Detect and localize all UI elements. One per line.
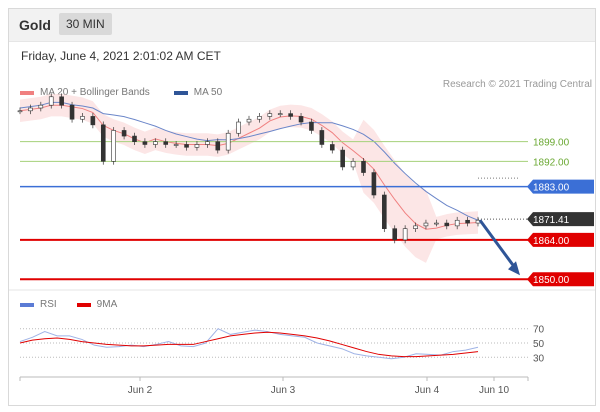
rsi-level-label: 30 [533,353,545,364]
level-box-1871.41 [527,212,594,227]
candle-body [163,141,169,145]
x-tick-label: Jun 2 [128,385,153,396]
x-tick-label: Jun 10 [479,385,509,396]
candle-body [340,149,345,168]
level-label-1899.00: 1899.00 [533,138,570,149]
candle-body [257,116,262,120]
level-label-1850.00: 1850.00 [533,275,570,286]
candle-body [205,141,210,145]
level-box-1864.00 [527,232,594,247]
candle-body [288,113,293,117]
candle-body [329,144,335,151]
candle-body [48,96,54,106]
candle-body [90,116,96,126]
rsi-legend: RSI 9MA [20,299,117,310]
candle-body [38,104,44,109]
candle-body [465,219,470,224]
rsi-level-label: 70 [533,325,545,336]
candle-body [69,104,75,120]
candle-body [132,135,137,142]
timeframe-button[interactable]: 30 MIN [59,13,112,35]
candle-body [319,130,325,145]
candle-body [392,228,398,241]
instrument-title: Gold [19,17,51,33]
level-label-1864.00: 1864.00 [533,236,570,247]
timestamp: Friday, June 4, 2021 2:01:02 AM CET [21,49,221,63]
chart-header: Gold 30 MIN [9,9,595,42]
ma20-legend-swatch [20,90,34,95]
main-legend: MA 20 + Bollinger Bands MA 50 [20,87,222,98]
candle-body [153,141,158,145]
rsi-line [19,328,479,360]
rsi-legend-swatch [20,302,34,307]
credit-text: Research © 2021 Trading Central [442,79,592,90]
candle-body [434,222,439,225]
x-tick-label: Jun 4 [415,385,440,396]
candle-body [215,141,221,151]
projection-arrow-shaft [478,219,518,271]
level-label-1883.00: 1883.00 [533,183,570,194]
level-label-1892.00: 1892.00 [533,157,570,168]
candle-body [194,144,200,148]
candle-body [28,107,33,112]
candle-body [454,219,460,227]
candle-body [382,194,387,229]
rsi-ma-legend-swatch [76,302,91,307]
candle-body [100,124,106,162]
ma20-legend-label: MA 20 + Bollinger Bands [40,87,150,98]
candle-body [59,96,64,106]
candle-body [423,222,429,227]
candle-body [298,116,304,123]
x-tick-label: Jun 3 [271,385,296,396]
level-box-1883.00 [527,179,594,194]
candle-body [236,121,241,134]
candle-body [225,132,231,151]
chart-frame: Gold 30 MIN Friday, June 4, 2021 2:01:02… [8,8,596,406]
candle-body [309,121,314,131]
candle-body [402,228,408,241]
candle-body [111,130,116,162]
candle-body [444,222,450,227]
rsi-level-label: 50 [533,339,545,350]
ma50-legend-label: MA 50 [193,87,223,98]
projection-arrow-head [508,261,520,276]
ma20-line [19,104,479,230]
rsi-ma-legend-label: 9MA [96,299,118,310]
level-box-1850.00 [527,272,594,287]
candle-body [277,113,283,115]
candle-body [246,118,252,123]
ma50-line [19,101,479,221]
level-label-1871.41: 1871.41 [533,215,570,226]
rsi-legend-label: RSI [40,299,57,310]
candle-body [361,161,366,173]
candle-body [142,141,148,145]
candle-body [371,172,377,196]
candle-body [121,130,127,137]
ma50-legend-swatch [173,90,188,95]
candle-body [350,161,356,168]
candle-body [80,116,85,120]
candle-body [413,225,418,229]
candle-body [267,113,273,117]
rsi-ma-line [19,331,479,358]
candle-body [184,144,189,148]
candle-body [173,144,179,146]
candle-body [17,110,23,113]
